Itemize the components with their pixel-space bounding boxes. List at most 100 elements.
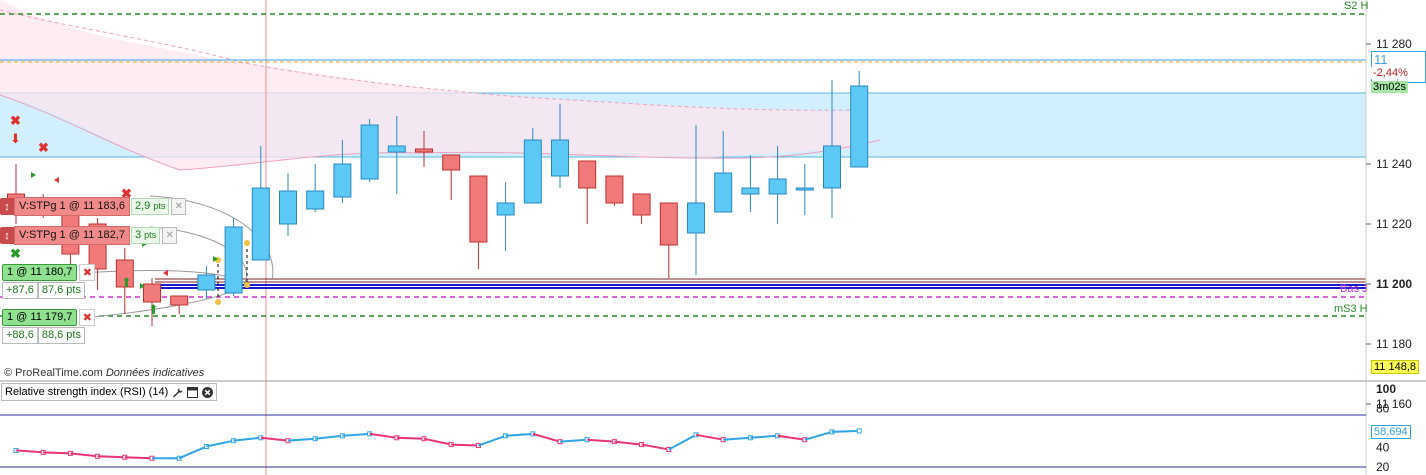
rsi-segment [587, 438, 615, 443]
candle-body [578, 160, 597, 189]
order-dot-2 [244, 240, 250, 246]
candle-body [442, 154, 461, 171]
rsi-tick-label: 40 [1376, 441, 1390, 455]
rsi-segment [206, 439, 234, 448]
rsi-segment [641, 443, 669, 451]
candle-body [687, 202, 705, 234]
candle-body [523, 139, 542, 204]
rsi-header[interactable]: Relative strength index (RSI) (14) [1, 383, 218, 401]
order-dot-4 [215, 299, 221, 305]
price-tick-label: 11 280 [1376, 37, 1412, 51]
rsi-segment [233, 436, 261, 442]
rsi-segment [668, 433, 697, 451]
rsi-segment [750, 434, 778, 439]
rsi-segment [505, 432, 533, 437]
level-bas-label: Bas J [1340, 283, 1368, 295]
close-position-icon[interactable]: ✖ [79, 264, 96, 281]
candle-body [714, 172, 733, 213]
drag-handle-icon[interactable]: ↕ [0, 227, 14, 244]
candle-body [469, 175, 488, 243]
candle-body [279, 190, 297, 225]
rsi-segment [804, 430, 833, 441]
position-gain: +88,6 [2, 327, 38, 344]
position-label: 1 @ 11 179,7 [2, 309, 78, 326]
price-tick-label: 11 180 [1376, 337, 1412, 351]
time-left-tag: 3m02s [1371, 81, 1409, 93]
candle-body [659, 202, 678, 246]
price-tick-label: 11 200 [1376, 277, 1412, 291]
price-tick-label: 11 220 [1376, 217, 1412, 231]
wrench-icon[interactable] [172, 387, 183, 398]
trade-markers: ✖ ⬇ ✖ ✖ ✖ ⬆ ⬆ [10, 113, 218, 317]
price-axis[interactable]: 11 280 11 240 11 220 11 200 11 180 11 160 [1366, 37, 1412, 411]
candle-body [415, 148, 433, 153]
rsi-tick-label: 20 [1376, 460, 1390, 474]
position-label: 1 @ 11 180,7 [2, 264, 78, 281]
candle-body [333, 163, 352, 198]
rsi-segment [342, 432, 370, 437]
rsi-segment [369, 432, 397, 439]
stop-order-label: V:STPg 1 @ 11 182,7 [14, 226, 130, 245]
position-points: 87,6 pts [37, 282, 85, 299]
stop-order-2[interactable]: ↕ V:STPg 1 @ 11 182,7 3 pts ✕ [0, 226, 178, 245]
rsi-value-tag: 58,694 [1371, 425, 1411, 439]
candle-body [850, 85, 869, 168]
level-s2-label: S2 H [1344, 0, 1369, 12]
pink-dashed-average [0, 9, 861, 111]
candle-body [224, 226, 243, 294]
rsi-segment [831, 429, 860, 433]
rsi-segment [178, 445, 207, 460]
rsi-segment [260, 436, 289, 442]
stop-order-1[interactable]: ↕ V:STPg 1 @ 11 183,6 2,9 pts ✕ [0, 197, 187, 216]
low-price-tag: 11 148,8 [1371, 360, 1420, 374]
rsi-segment [43, 451, 71, 455]
pink-cloud [0, 0, 860, 170]
candle-body [605, 175, 624, 204]
marker-triangle [140, 283, 145, 289]
candle-body [115, 259, 134, 288]
candle-body [795, 187, 814, 191]
close-circle-icon[interactable] [202, 386, 214, 398]
rsi-segment [124, 456, 153, 460]
position-1[interactable]: 1 @ 11 180,7 ✖ +87,6 87,6 pts [2, 264, 96, 299]
rsi-segment [532, 432, 561, 443]
buy-cross-icon: ✖ [10, 246, 21, 261]
copyright: © ProRealTime.com Données indicatives [4, 367, 205, 379]
level-ms3-label: mS3 H [1334, 303, 1368, 315]
window-icon[interactable] [187, 386, 199, 398]
sell-cross-icon: ✖ [10, 113, 21, 128]
marker-triangle [54, 177, 59, 183]
candle-body [387, 145, 406, 153]
close-icon[interactable]: ✕ [171, 198, 187, 215]
marker-triangle [213, 256, 218, 262]
stop-order-points: 2,9 pts [130, 198, 170, 215]
marker-triangle [31, 172, 36, 178]
candle-body [143, 283, 161, 303]
rsi-segment [70, 452, 98, 458]
drag-handle-icon[interactable]: ↕ [0, 198, 14, 215]
candle-body [632, 193, 651, 216]
candle-body [496, 202, 515, 216]
price-tick-label: 11 160 [1376, 397, 1412, 411]
candle-body [741, 187, 760, 195]
rsi-segment [777, 434, 805, 441]
candle-body [197, 274, 216, 291]
rsi-line [13, 428, 862, 461]
candle-body [551, 139, 569, 177]
candle-body [251, 187, 270, 261]
sell-cross-icon: ✖ [38, 140, 49, 155]
close-position-icon[interactable]: ✖ [79, 309, 96, 326]
position-gain: +87,6 [2, 282, 38, 299]
candle-body [170, 295, 189, 306]
rsi-segment [614, 440, 642, 446]
rsi-axis: 100 80 40 20 [1376, 382, 1396, 474]
rsi-title: Relative strength index (RSI) (14) [5, 386, 169, 398]
position-2[interactable]: 1 @ 11 179,7 ✖ +88,6 88,6 pts [2, 309, 96, 344]
close-icon[interactable]: ✕ [162, 227, 178, 244]
candle-body [768, 178, 787, 195]
buy-arrow-icon: ⬆ [121, 275, 132, 290]
rsi-tick-label: 100 [1376, 382, 1396, 396]
rsi-segment [97, 455, 125, 459]
stop-order-points: 3 pts [130, 227, 161, 244]
